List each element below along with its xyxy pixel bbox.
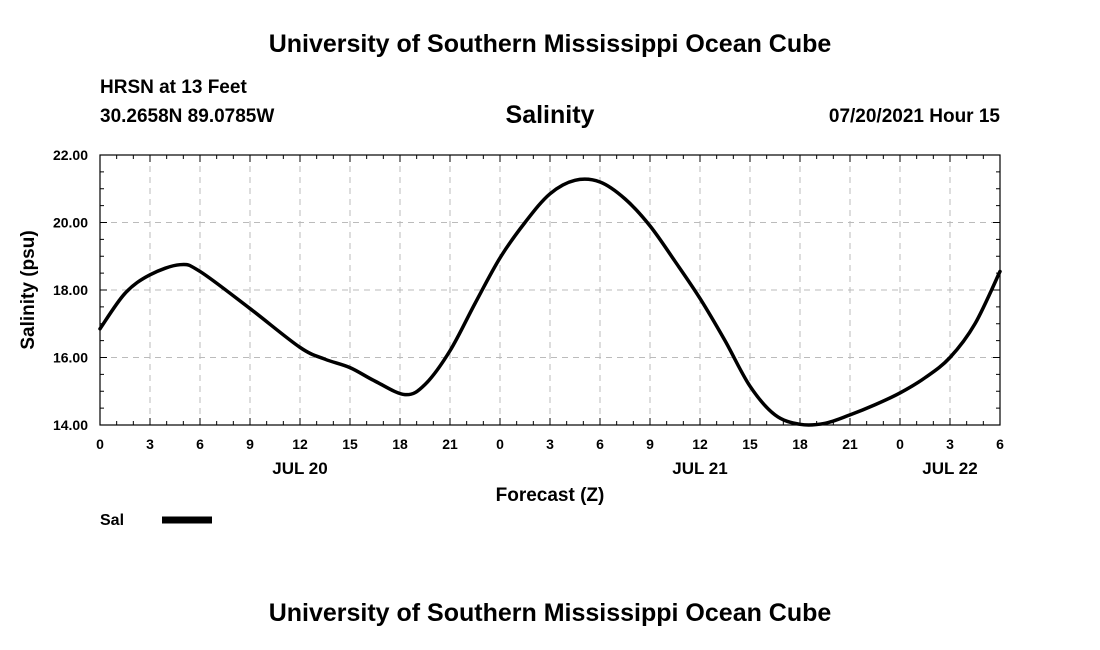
x-tick-label: 3 [546, 436, 554, 452]
x-tick-label: 12 [692, 436, 708, 452]
date-label: JUL 21 [672, 459, 727, 478]
date-label: JUL 22 [922, 459, 977, 478]
x-axis-title: Forecast (Z) [496, 485, 605, 506]
date-label: JUL 20 [272, 459, 327, 478]
chart-title: Salinity [505, 101, 595, 129]
y-tick-label: 18.00 [53, 282, 88, 298]
y-tick-label: 16.00 [53, 350, 88, 366]
x-tick-label: 21 [842, 436, 858, 452]
datetime-label: 07/20/2021 Hour 15 [828, 106, 1000, 127]
x-tick-label: 0 [96, 436, 104, 452]
y-axis-title: Salinity (psu) [18, 230, 39, 349]
series-line-sal [98, 177, 1002, 427]
y-tick-label: 14.00 [53, 417, 88, 433]
chart-super-title: University of Southern Mississippi Ocean… [268, 30, 832, 58]
coordinates-label: 30.2658N 89.0785W [100, 106, 275, 127]
y-tick-label: 22.00 [53, 147, 88, 163]
x-tick-label: 21 [442, 436, 458, 452]
x-tick-label: 6 [996, 436, 1004, 452]
x-tick-label: 6 [596, 436, 604, 452]
x-tick-label: 9 [646, 436, 654, 452]
x-tick-label: 18 [792, 436, 808, 452]
x-tick-label: 6 [196, 436, 204, 452]
x-tick-label: 0 [896, 436, 904, 452]
x-tick-label: 0 [496, 436, 504, 452]
x-tick-label: 9 [246, 436, 254, 452]
station-label: HRSN at 13 Feet [100, 77, 247, 98]
footer-title: University of Southern Mississippi Ocean… [268, 599, 832, 627]
x-tick-label: 15 [742, 436, 758, 452]
x-tick-label: 3 [146, 436, 154, 452]
x-tick-label: 12 [292, 436, 308, 452]
legend-label: Sal [100, 512, 124, 529]
y-tick-label: 20.00 [53, 215, 88, 231]
x-tick-label: 3 [946, 436, 954, 452]
x-tick-label: 18 [392, 436, 408, 452]
x-tick-label: 15 [342, 436, 358, 452]
